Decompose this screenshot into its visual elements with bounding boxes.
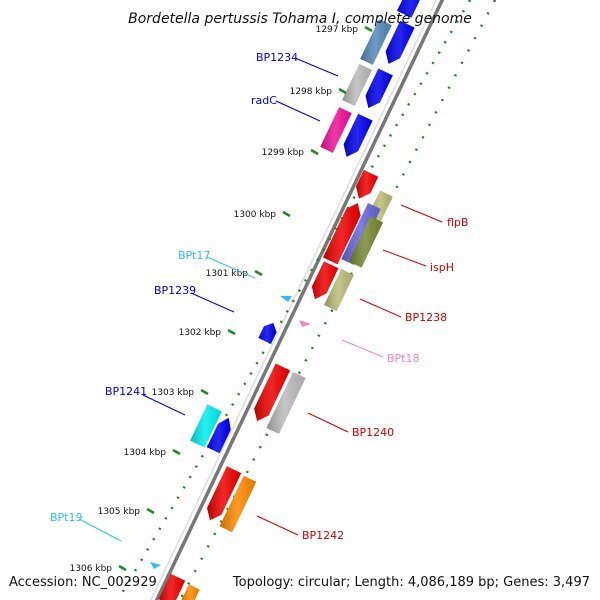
gene-bottom-red-shade: [158, 573, 186, 600]
label-leader-line: [341, 339, 384, 358]
gene-label: BP1239: [154, 284, 196, 297]
gene-BP1238-khaki-shade: [324, 268, 354, 312]
gene-BP1240-red-shade: [254, 363, 291, 422]
kbp-tick-mark: [338, 87, 347, 95]
gene-forward-red-2-shade: [311, 261, 339, 300]
backbone-outer-line: [154, 0, 445, 600]
kbp-tick-mark: [146, 507, 155, 515]
gene-radC-magenta: [320, 107, 352, 153]
kbp-tick-label: 1299 kbp: [262, 148, 305, 158]
gene-BP1242-red-shade: [207, 466, 242, 521]
trna-BPt18-marker: [299, 320, 311, 327]
label-leader-line: [294, 57, 339, 77]
tick-ring-inner: [178, 0, 497, 600]
gene-forward-red-1: [323, 203, 361, 265]
gene-forward-blue-4: [206, 417, 231, 454]
gene-bottom-red: [158, 573, 186, 600]
gene-forward-blue-1-shade: [385, 20, 415, 64]
gene-forward-blue-3: [343, 113, 373, 157]
kbp-tick-label: 1302 kbp: [179, 328, 222, 338]
gene-BP1238-khaki: [324, 268, 354, 312]
gene-BP1240-grey: [266, 371, 306, 435]
gene-red-small-shade: [355, 169, 379, 199]
gene-forward-blue-4-shade: [206, 417, 231, 454]
label-leader-line: [275, 100, 321, 122]
label-leader-line: [400, 204, 443, 223]
label-leader-line: [382, 249, 427, 267]
kbp-tick-mark: [364, 25, 373, 33]
gene-label: BP1234: [256, 51, 298, 64]
gene-BP1242-orange: [219, 475, 257, 533]
kbp-tick-label: 1306 kbp: [70, 564, 113, 574]
gene-BP1242-orange-shade: [219, 475, 257, 533]
label-leader-line: [78, 518, 122, 542]
kbp-tick-label: 1301 kbp: [206, 269, 249, 279]
gene-bottom-orange-shade: [181, 584, 200, 600]
gene-label: BPt17: [178, 249, 211, 262]
gene-forward-red-2: [311, 261, 339, 300]
kbp-tick-label: 1304 kbp: [124, 448, 167, 458]
gene-ispH-olive: [348, 216, 384, 268]
gene-BP1241-cyan: [190, 404, 222, 448]
gene-BP1239-blue: [258, 322, 277, 345]
gene-BP1240-red: [254, 363, 291, 422]
kbp-tick-label: 1303 kbp: [152, 388, 195, 398]
label-leader-line: [190, 292, 235, 313]
gene-label: flpB: [447, 216, 468, 229]
map-title: Bordetella pertussis Tohama I, complete …: [128, 11, 472, 27]
gene-red-small: [355, 169, 379, 199]
gene-BP1241-cyan-shade: [190, 404, 222, 448]
gene-forward-blue-1: [385, 20, 415, 64]
topology-text: Topology: circular; Length: 4,086,189 bp…: [232, 575, 590, 590]
trna-BPt17-marker: [280, 296, 292, 302]
gene-BP1234-steelblue-shade: [360, 19, 392, 65]
gene-label: ispH: [430, 261, 454, 274]
label-leader-layer: BP1234 radC BPt17 BP1239 BP1241 BPt19 flpB ispH…: [50, 51, 468, 542]
label-leader-line: [142, 394, 186, 416]
gene-label: radC: [251, 94, 277, 107]
label-leader-line: [206, 256, 256, 279]
gene-grey-1: [342, 63, 372, 107]
gene-BP1234-steelblue: [360, 19, 392, 65]
kbp-tick-mark: [200, 388, 209, 396]
kbp-tick-mark: [227, 328, 236, 336]
label-leader-line: [256, 515, 299, 536]
gene-grey-1-shade: [342, 63, 372, 107]
gene-ispH-olive-shade: [348, 216, 384, 268]
gene-label: BP1238: [405, 311, 447, 324]
kbp-tick-mark: [310, 148, 319, 156]
trna-BPt19-marker: [150, 562, 161, 569]
gene-BP1240-grey-shade: [266, 371, 306, 435]
feature-layer: [150, 0, 420, 600]
gene-forward-blue-2-shade: [365, 68, 393, 109]
gene-label: BP1240: [352, 426, 394, 439]
kbp-tick-label: 1298 kbp: [290, 87, 333, 97]
accession-text: Accession: NC_002929: [9, 575, 157, 590]
gene-radC-magenta-shade: [320, 107, 352, 153]
gene-forward-red-1-shade: [323, 203, 361, 265]
gene-forward-blue-3-shade: [343, 113, 373, 157]
kbp-tick-label: 1297 kbp: [316, 25, 359, 35]
kbp-tick-label: 1305 kbp: [98, 507, 141, 517]
gene-label: BP1241: [105, 385, 147, 398]
gene-label: BPt18: [387, 352, 420, 365]
label-leader-line: [359, 298, 402, 318]
gene-label: BPt19: [50, 511, 83, 524]
gene-top-blue-shade: [397, 0, 420, 18]
gene-bottom-orange: [181, 584, 200, 600]
kbp-tick-layer: 1297 kbp 1298 kbp 1299 kbp 1300 kbp 1301 kbp…: [70, 25, 373, 574]
gene-label: BP1242: [302, 529, 344, 542]
kbp-tick-mark: [254, 269, 263, 277]
gene-BP1239-blue-shade: [258, 322, 277, 345]
gene-BP1242-red: [207, 466, 242, 521]
label-leader-line: [307, 412, 349, 433]
kbp-tick-mark: [118, 564, 127, 572]
kbp-tick-mark: [282, 210, 291, 218]
kbp-tick-mark: [172, 448, 181, 456]
gene-top-blue: [397, 0, 420, 18]
gene-forward-blue-2: [365, 68, 393, 109]
kbp-tick-label: 1300 kbp: [234, 210, 277, 220]
